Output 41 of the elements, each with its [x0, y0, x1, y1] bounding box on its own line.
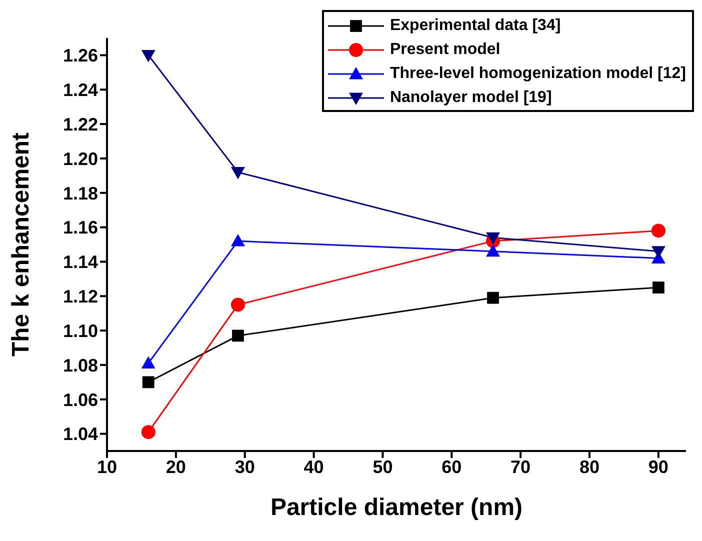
y-tick-label: 1.22 [62, 114, 98, 134]
point [652, 282, 664, 294]
y-tick-label: 1.06 [62, 390, 98, 410]
x-tick-label: 80 [579, 456, 600, 477]
y-tick-label: 1.26 [62, 46, 98, 66]
y-tick-label: 1.18 [62, 183, 98, 204]
point [230, 234, 245, 246]
x-tick-label: 40 [304, 456, 324, 477]
y-tick-label: 1.08 [62, 355, 98, 376]
y-tick-label: 1.16 [62, 218, 98, 238]
point [651, 246, 666, 258]
point [141, 356, 156, 368]
point [651, 224, 666, 238]
point [486, 244, 500, 257]
y-tick-label: 1.12 [62, 286, 98, 307]
point [486, 232, 500, 245]
legend-label: Three-level homogenization model [12] [390, 65, 686, 83]
x-tick-label: 50 [372, 456, 393, 477]
x-tick-label: 90 [648, 456, 668, 477]
x-axis-title: Particle diameter (nm) [270, 494, 523, 521]
y-tick-label: 1.20 [62, 148, 98, 169]
x-tick-label: 70 [510, 456, 531, 477]
y-tick-label: 1.04 [62, 424, 98, 444]
y-axis-title: The k enhancement [8, 132, 35, 357]
legend-label: Nanolayer model [19] [390, 89, 552, 107]
x-tick-label: 30 [234, 456, 255, 477]
y-tick-label: 1.24 [62, 80, 98, 100]
legend-label: Present model [390, 41, 500, 59]
point [141, 425, 156, 440]
x-tick-label: 10 [96, 456, 118, 477]
point [141, 50, 156, 62]
point [142, 376, 154, 388]
point [230, 298, 245, 312]
point [487, 292, 499, 304]
legend-label: Experimental data [34] [390, 17, 561, 35]
point [232, 330, 244, 342]
y-tick-label: 1.10 [62, 320, 98, 341]
x-tick-label: 60 [442, 456, 462, 477]
x-tick-label: 20 [166, 456, 186, 477]
y-tick-label: 1.14 [62, 252, 98, 272]
point [230, 166, 245, 180]
